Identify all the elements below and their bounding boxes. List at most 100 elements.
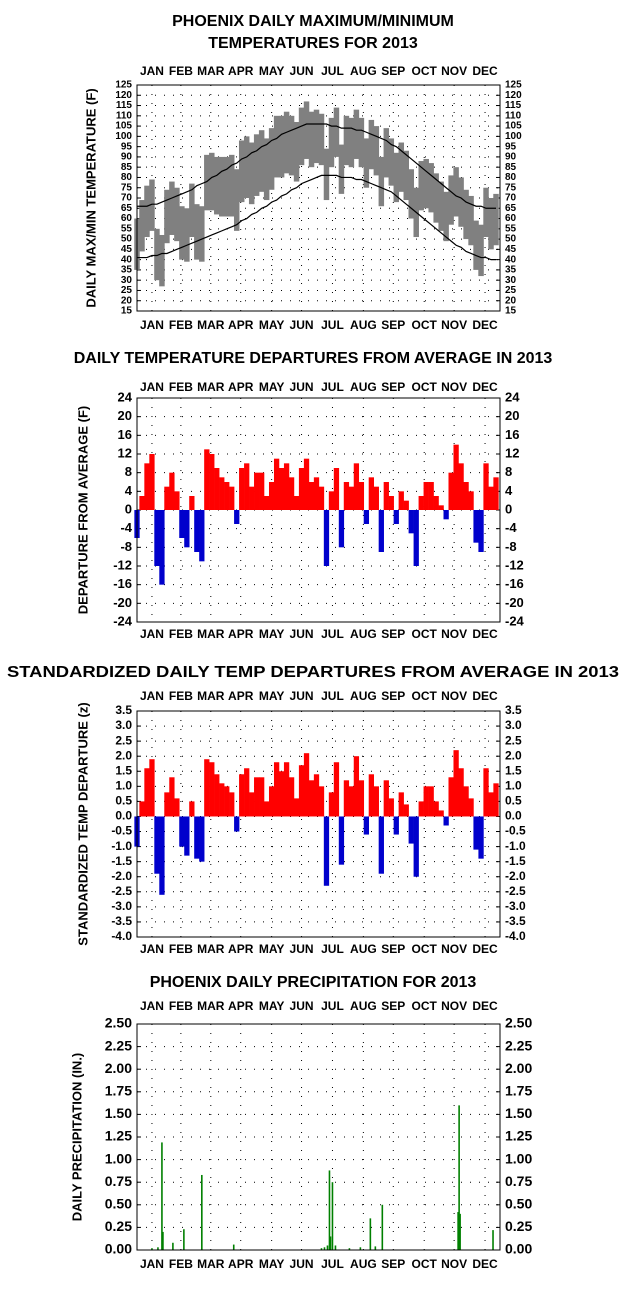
- x-tick-label: JUN: [290, 942, 314, 956]
- departure-bar: [254, 472, 260, 510]
- departure-bar: [443, 510, 449, 520]
- departure-bar: [174, 491, 180, 510]
- precip-bar: [157, 1247, 159, 1250]
- y-tick-label: 0.0: [115, 809, 132, 823]
- chart: PHOENIX DAILY MAXIMUM/MINIMUM TEMPERATURE…: [83, 13, 522, 332]
- y-tick-label: 0: [505, 501, 512, 516]
- x-tick-label: FEB: [169, 1257, 193, 1271]
- y-axis-label: DAILY MAX/MIN TEMPERATURE (F): [83, 88, 98, 307]
- normal-line: [137, 174, 497, 261]
- x-tick-label: MAY: [259, 64, 285, 78]
- y-tick-label: 4: [125, 483, 133, 498]
- x-tick-label: FEB: [169, 627, 193, 641]
- x-tick-label: DEC: [472, 64, 498, 78]
- temp-range: [179, 206, 185, 260]
- departure-bar: [418, 801, 424, 817]
- departure-bar: [194, 510, 200, 552]
- y-tick-label: 125: [505, 80, 522, 91]
- x-tick-label: MAR: [197, 999, 225, 1013]
- departure-bar: [428, 786, 434, 817]
- y-tick-label: -2.5: [505, 884, 526, 898]
- y-tick-label: 20: [505, 408, 519, 423]
- temp-range: [293, 121, 300, 182]
- departure-bar: [214, 774, 220, 817]
- temp-range: [473, 220, 479, 270]
- temp-range: [353, 109, 360, 159]
- y-tick-label: 45: [505, 244, 517, 255]
- y-tick-label: 65: [121, 203, 133, 214]
- x-tick-label: MAY: [259, 1257, 285, 1271]
- x-tick-label: OCT: [412, 689, 438, 703]
- departure-bar: [403, 804, 409, 817]
- x-tick-label: MAR: [197, 942, 225, 956]
- departure-bar: [254, 777, 260, 817]
- departure-bar: [244, 768, 250, 817]
- departure-bar: [423, 482, 429, 510]
- precip-bar: [183, 1229, 185, 1250]
- y-tick-label: 75: [121, 182, 133, 193]
- temp-range: [159, 234, 165, 287]
- departure-bar: [184, 510, 190, 548]
- x-tick-label: MAR: [197, 318, 225, 332]
- y-tick-label: 2.25: [505, 1037, 532, 1053]
- departure-bar: [328, 491, 335, 510]
- departure-bar: [363, 510, 370, 524]
- temp-range: [209, 152, 215, 211]
- x-tick-label: JUL: [321, 318, 344, 332]
- precip-bar: [374, 1246, 377, 1250]
- x-tick-label: JUL: [321, 942, 344, 956]
- precip-bar: [457, 1212, 459, 1250]
- temp-range: [224, 156, 230, 217]
- y-tick-label: -1.5: [111, 854, 132, 868]
- y-tick-label: 120: [115, 90, 132, 101]
- precip-bar: [151, 1248, 153, 1250]
- plot-frame: [136, 710, 501, 938]
- temp-range: [433, 173, 439, 223]
- departure-bar: [229, 486, 235, 510]
- precip-bar: [359, 1247, 362, 1250]
- x-tick-label: AUG: [350, 318, 377, 332]
- departure-bar: [488, 792, 494, 817]
- y-tick-label: 0.75: [505, 1173, 532, 1189]
- x-tick-label: MAY: [259, 380, 285, 394]
- x-tick-label: OCT: [412, 1257, 438, 1271]
- y-tick-label: 40: [505, 254, 517, 265]
- precip-bar: [232, 1244, 235, 1250]
- temp-range: [363, 138, 370, 188]
- chart-title: PHOENIX DAILY MAXIMUM/MINIMUM: [172, 13, 454, 30]
- x-tick-label: NOV: [441, 627, 467, 641]
- temp-range: [488, 198, 494, 250]
- departure-bar: [333, 468, 340, 510]
- x-tick-label: APR: [228, 1257, 254, 1271]
- precip-bar: [492, 1230, 494, 1250]
- precip-bar: [334, 1245, 337, 1250]
- y-tick-label: -0.5: [505, 824, 526, 838]
- departure-bar: [438, 810, 444, 817]
- departure-bar: [259, 777, 265, 817]
- y-tick-label: -8: [120, 539, 132, 554]
- y-tick-label: 120: [505, 90, 522, 101]
- y-tick-label: -3.0: [111, 899, 132, 913]
- departure-bar: [418, 496, 424, 510]
- x-tick-label: JUL: [321, 64, 344, 78]
- y-tick-label: 60: [505, 213, 517, 224]
- departure-bar: [343, 482, 350, 510]
- x-tick-label: DEC: [472, 627, 498, 641]
- y-tick-label: 55: [505, 223, 517, 234]
- y-tick-label: 16: [505, 427, 519, 442]
- departure-bar: [283, 762, 290, 817]
- x-tick-label: JUL: [321, 627, 344, 641]
- departure-bar: [219, 783, 225, 817]
- departure-bar: [159, 816, 165, 895]
- departure-bar: [378, 510, 384, 552]
- temp-range: [408, 169, 414, 219]
- x-tick-label: NOV: [441, 318, 467, 332]
- departure-bar: [303, 753, 310, 817]
- y-tick-label: 2.00: [105, 1060, 132, 1076]
- x-tick-label: SEP: [381, 1257, 405, 1271]
- precip-bar: [458, 1105, 460, 1250]
- x-tick-label: JUN: [290, 999, 314, 1013]
- y-tick-label: -2.0: [111, 869, 132, 883]
- y-tick-label: 2.50: [105, 1015, 132, 1031]
- y-tick-label: 125: [115, 80, 132, 91]
